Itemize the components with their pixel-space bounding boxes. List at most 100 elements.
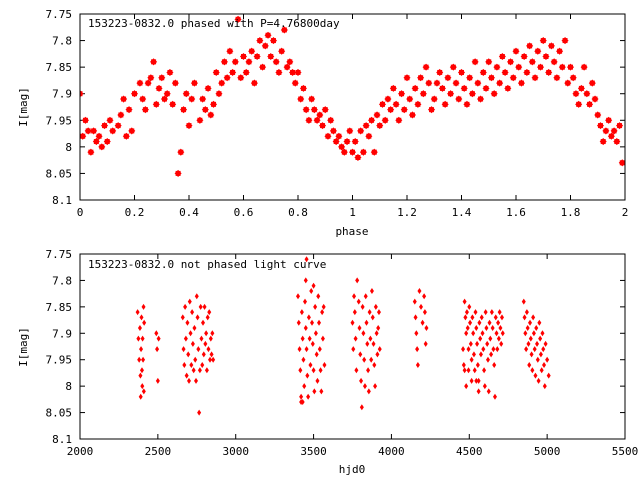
phased-data-point-core: [224, 75, 230, 81]
unphased-data-point: [321, 303, 326, 310]
unphased-data-point: [422, 309, 427, 316]
phased-x-tick-label: 0.4: [179, 206, 199, 219]
phased-data-point-core: [366, 133, 372, 139]
phased-data-point-core: [339, 144, 345, 150]
unphased-data-point: [424, 325, 429, 331]
unphased-data-point: [493, 314, 498, 321]
unphased-data-point: [462, 367, 467, 374]
unphased-data-point: [302, 383, 307, 390]
unphased-data-point: [365, 340, 370, 347]
unphased-data-point: [461, 346, 466, 353]
unphased-y-tick-label: 7.95: [46, 354, 73, 367]
unphased-data-point: [475, 362, 480, 368]
unphased-x-tick-label: 4000: [378, 445, 405, 458]
phased-y-tick-label: 7.85: [46, 61, 73, 74]
unphased-data-point: [470, 314, 475, 321]
unphased-data-point: [471, 330, 476, 337]
phased-data-point-core: [456, 96, 462, 102]
unphased-data-point: [204, 330, 209, 337]
phased-data-point-core: [412, 85, 418, 91]
unphased-data-point: [139, 367, 144, 374]
phased-data-point-core: [303, 107, 309, 113]
unphased-data-point: [487, 319, 492, 326]
unphased-data-point: [155, 377, 160, 384]
unphased-data-point: [201, 319, 206, 326]
unphased-data-point: [360, 303, 365, 310]
phased-y-tick-label: 7.95: [46, 114, 73, 127]
phased-data-point-core: [104, 139, 110, 145]
phased-data-point-core: [499, 54, 505, 60]
phased-data-point-core: [540, 38, 546, 44]
phased-data-point-core: [200, 96, 206, 102]
phased-data-point-core: [142, 107, 148, 113]
unphased-data-point: [156, 335, 161, 342]
phased-data-point-core: [115, 123, 121, 129]
unphased-x-tick-label: 2500: [145, 445, 172, 458]
unphased-data-point: [490, 325, 495, 331]
unphased-data-point: [478, 335, 483, 342]
unphased-data-point: [310, 340, 315, 347]
unphased-data-point: [351, 346, 356, 353]
phased-data-point-core: [145, 80, 151, 86]
phased-data-point-core: [546, 69, 552, 75]
phased-data-point-core: [260, 64, 266, 70]
phased-data-point-core: [431, 96, 437, 102]
phased-data-point-core: [535, 48, 541, 54]
phased-data-point-core: [232, 59, 238, 65]
phased-data-point-core: [91, 128, 97, 134]
unphased-data-point: [366, 367, 371, 374]
phased-ticks: 0 0.2 0.4 0.6 0.8 1 1.2 1.4 1.6 1.8 2 7.75 7.8 7.85 7.…: [46, 8, 629, 219]
unphased-data-point: [469, 377, 474, 384]
unphased-data-point: [306, 314, 311, 321]
unphased-data-point: [482, 383, 487, 390]
phased-data-point-core: [448, 91, 454, 97]
phased-data-point-core: [527, 43, 533, 49]
phased-data-point-core: [347, 128, 353, 134]
phased-data-point-core: [202, 107, 208, 113]
unphased-data-point: [539, 367, 544, 374]
phased-data-point-core: [88, 149, 94, 155]
unphased-data-point: [531, 314, 536, 321]
phased-data-point-core: [518, 80, 524, 86]
unphased-data-point: [536, 377, 541, 384]
phased-data-point-core: [573, 91, 579, 97]
unphased-data-point: [350, 319, 355, 326]
unphased-data-point: [202, 303, 207, 310]
unphased-data-point: [479, 314, 484, 321]
unphased-data-point: [352, 309, 357, 316]
unphased-data-point: [528, 319, 533, 326]
unphased-data-point: [137, 356, 142, 363]
unphased-data-point: [537, 319, 542, 326]
phased-data-point-core: [401, 107, 407, 113]
phased-data-point-core: [429, 107, 435, 113]
phased-data-point-core: [461, 85, 467, 91]
phased-data-point-core: [581, 64, 587, 70]
phased-data-point-core: [96, 133, 102, 139]
unphased-data-point: [476, 388, 481, 395]
unphased-data-point: [308, 362, 313, 368]
unphased-data-point: [353, 335, 358, 342]
unphased-x-tick-label: 5500: [612, 445, 639, 458]
unphased-data-point: [352, 293, 357, 300]
unphased-data-point: [370, 314, 375, 321]
unphased-data-point: [464, 309, 469, 316]
phased-data-point-core: [508, 59, 514, 65]
unphased-data-point: [154, 330, 159, 337]
unphased-data-point: [486, 388, 491, 395]
phased-data-point-core: [453, 80, 459, 86]
unphased-data-point: [304, 256, 309, 263]
unphased-data-point: [316, 293, 321, 300]
unphased-y-tick-label: 7.8: [52, 274, 72, 287]
unphased-data-point: [462, 298, 467, 305]
unphased-data-point: [368, 335, 373, 342]
unphased-y-tick-label: 7.75: [46, 248, 73, 261]
phased-data-point-core: [390, 85, 396, 91]
phased-data-point-core: [107, 117, 113, 123]
phased-data-point-core: [279, 48, 285, 54]
phased-data-point-core: [320, 123, 326, 129]
unphased-data-point: [521, 298, 526, 305]
unphased-y-tick-label: 8.05: [46, 407, 73, 420]
phased-data-point-core: [82, 117, 88, 123]
phased-data-point-core: [300, 85, 306, 91]
phased-data-point-core: [93, 139, 99, 145]
